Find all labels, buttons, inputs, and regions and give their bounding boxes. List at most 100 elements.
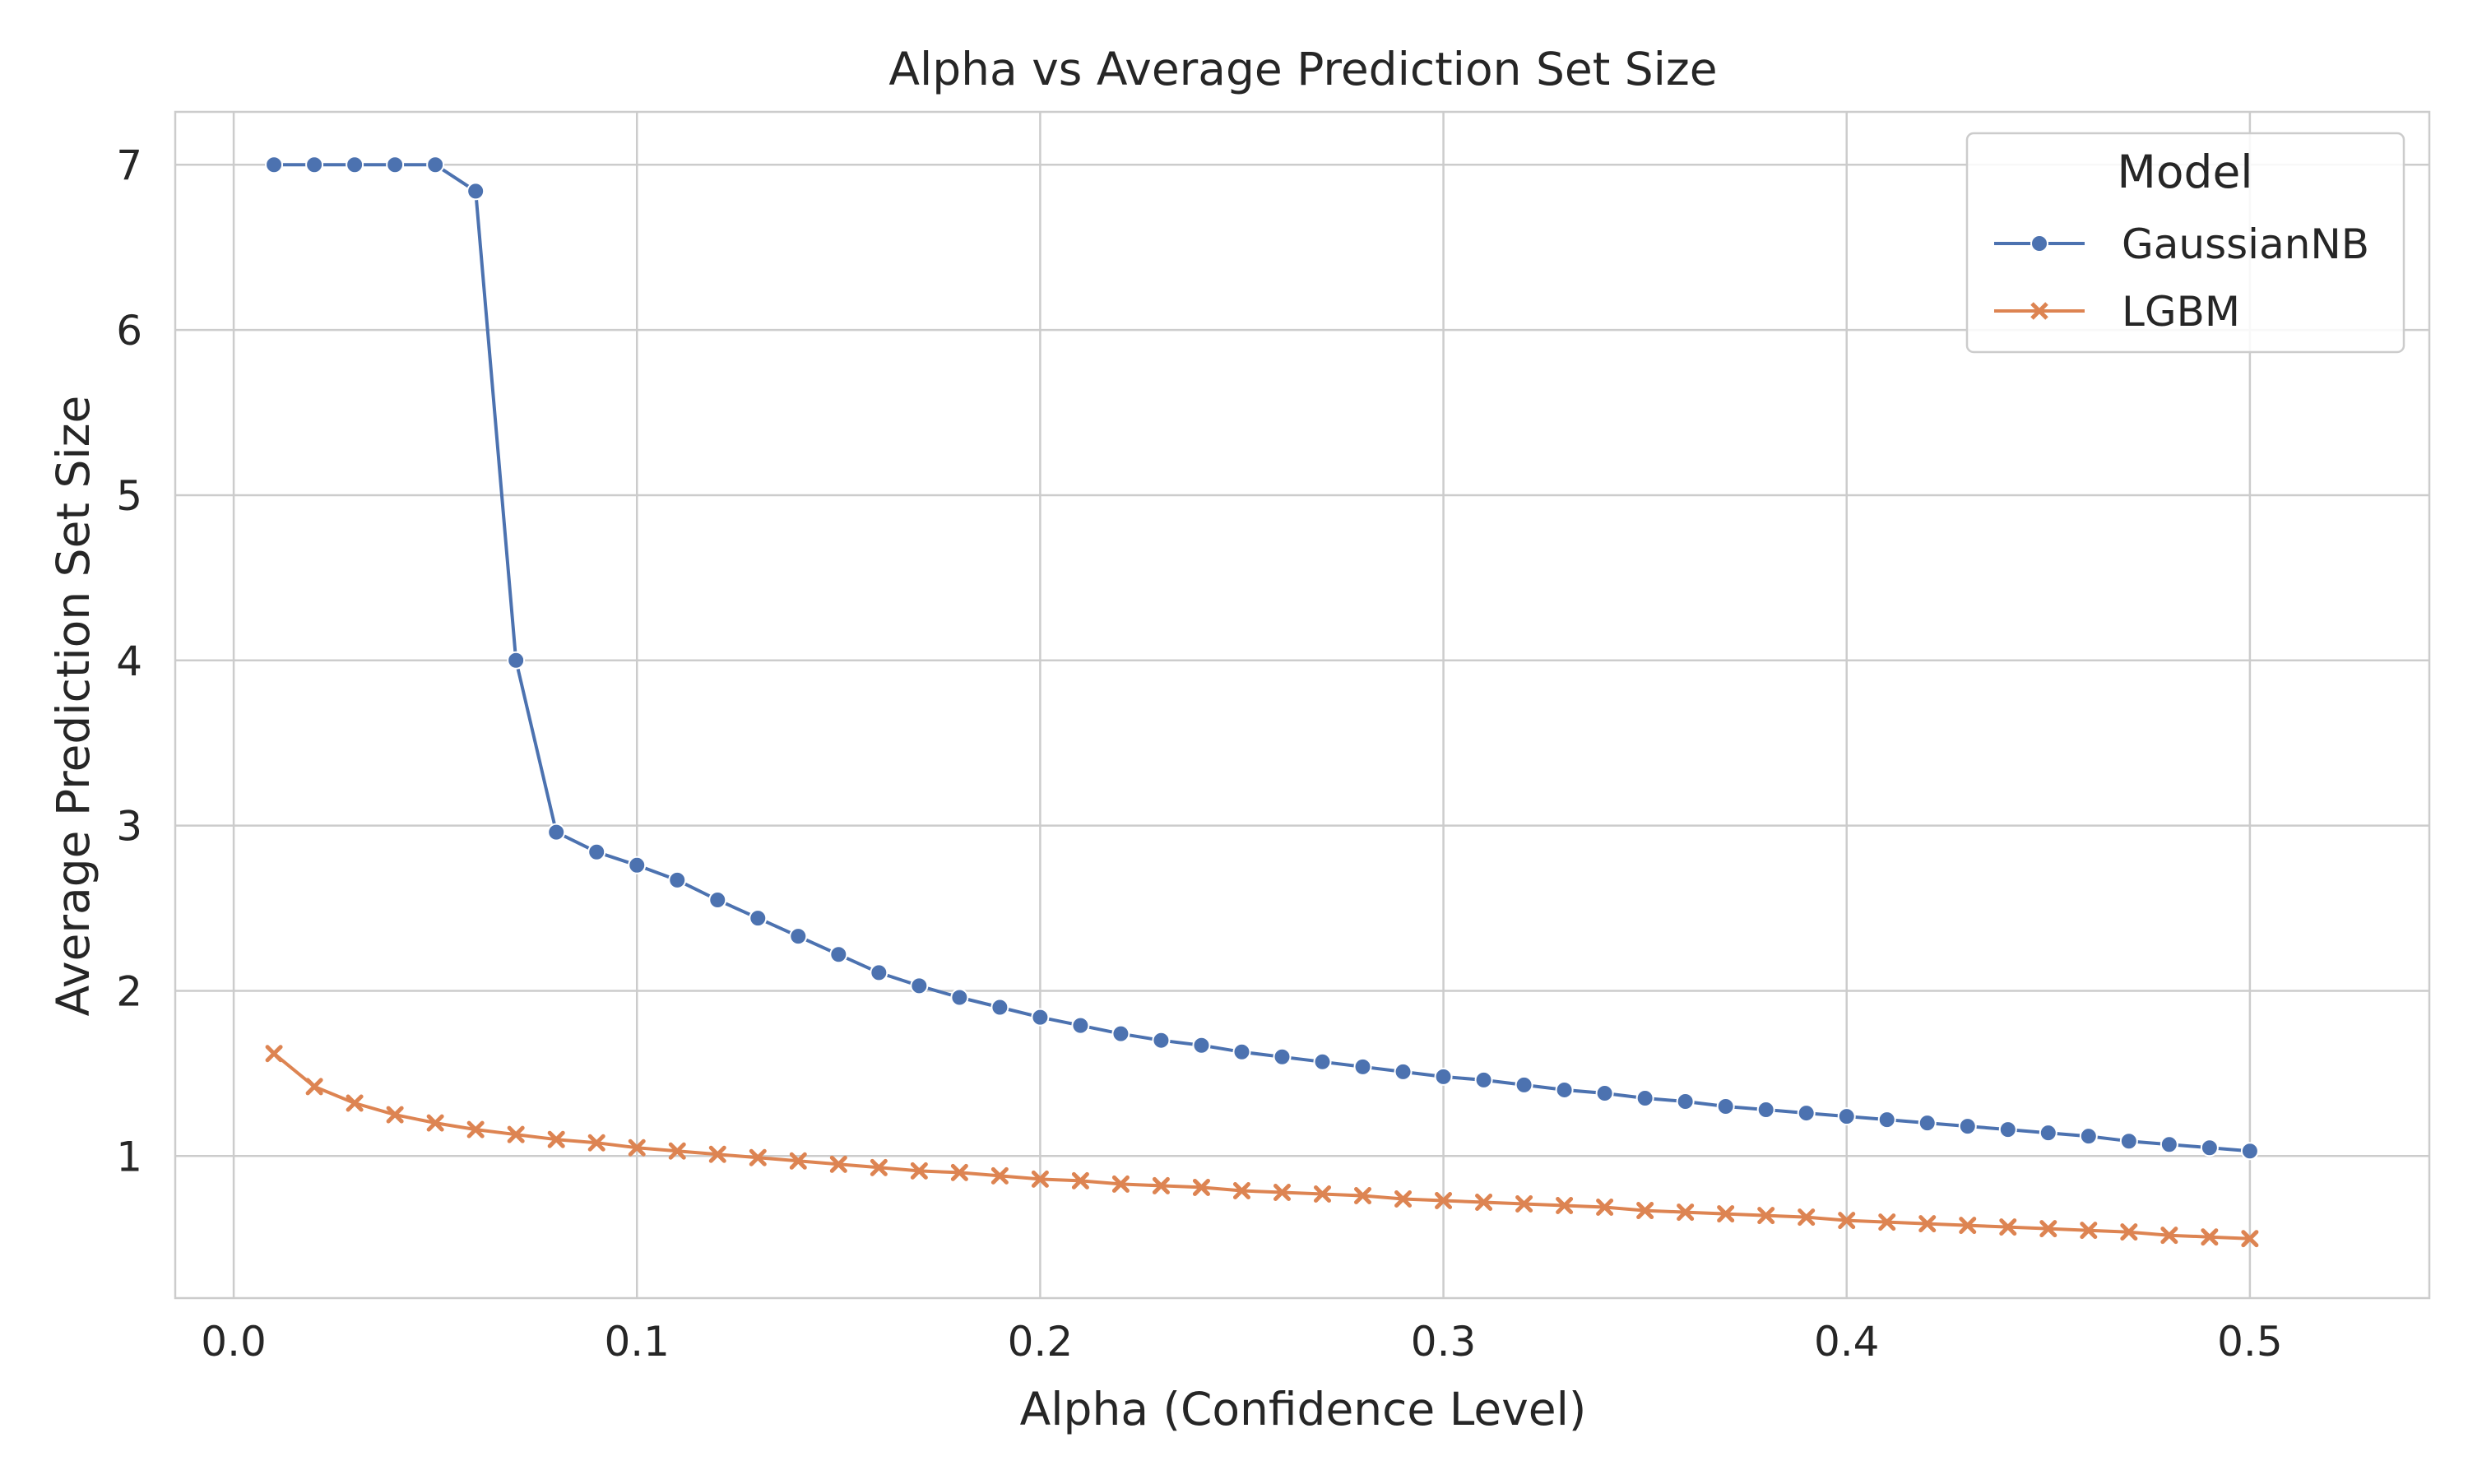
point-gaussiannb bbox=[265, 155, 284, 174]
point-lgbm bbox=[1596, 1199, 1614, 1217]
point-lgbm bbox=[1918, 1215, 1937, 1233]
point-gaussiannb bbox=[386, 155, 405, 174]
point-lgbm bbox=[1717, 1205, 1735, 1223]
point-lgbm bbox=[1556, 1197, 1574, 1215]
point-lgbm bbox=[1354, 1186, 1372, 1204]
point-gaussiannb bbox=[1877, 1111, 1896, 1129]
point-lgbm bbox=[708, 1145, 726, 1163]
point-gaussiannb bbox=[1111, 1024, 1130, 1043]
point-lgbm bbox=[910, 1162, 928, 1180]
legend-title: Model bbox=[2117, 146, 2252, 198]
point-lgbm bbox=[990, 1166, 1009, 1185]
point-gaussiannb bbox=[2039, 1124, 2057, 1143]
point-gaussiannb bbox=[1756, 1101, 1775, 1120]
point-lgbm bbox=[1798, 1208, 1816, 1227]
point-lgbm bbox=[1273, 1183, 1291, 1201]
point-lgbm bbox=[1394, 1190, 1413, 1208]
point-gaussiannb bbox=[1837, 1107, 1856, 1126]
point-gaussiannb bbox=[1998, 1120, 2017, 1139]
point-lgbm bbox=[749, 1148, 767, 1166]
point-lgbm bbox=[1111, 1175, 1130, 1193]
legend-item-gaussiannb: GaussianNB bbox=[1994, 220, 2369, 268]
point-gaussiannb bbox=[1152, 1031, 1171, 1050]
point-lgbm bbox=[628, 1139, 646, 1157]
point-gaussiannb bbox=[910, 976, 929, 995]
point-lgbm bbox=[2160, 1227, 2178, 1245]
point-lgbm bbox=[1878, 1213, 1896, 1231]
y-tick-label: 3 bbox=[116, 803, 142, 851]
legend-marker-lgbm bbox=[2030, 302, 2048, 320]
point-gaussiannb bbox=[1958, 1117, 1977, 1136]
legend-item-lgbm: LGBM bbox=[1994, 288, 2240, 336]
point-gaussiannb bbox=[1716, 1097, 1735, 1116]
point-lgbm bbox=[789, 1152, 807, 1170]
point-gaussiannb bbox=[1555, 1080, 1574, 1099]
point-gaussiannb bbox=[990, 998, 1009, 1017]
point-lgbm bbox=[1999, 1218, 2017, 1236]
point-gaussiannb bbox=[2240, 1142, 2259, 1161]
point-gaussiannb bbox=[1635, 1088, 1654, 1107]
point-lgbm bbox=[2120, 1223, 2138, 1241]
point-gaussiannb bbox=[749, 909, 768, 928]
point-lgbm bbox=[1031, 1170, 1049, 1188]
point-lgbm bbox=[1475, 1194, 1493, 1212]
point-gaussiannb bbox=[2160, 1135, 2178, 1154]
legend-label-lgbm: LGBM bbox=[2122, 288, 2240, 336]
point-lgbm bbox=[870, 1158, 888, 1176]
point-lgbm bbox=[265, 1045, 283, 1063]
point-gaussiannb bbox=[1434, 1067, 1453, 1086]
series-layer bbox=[265, 155, 2259, 1248]
point-lgbm bbox=[466, 1120, 485, 1139]
point-lgbm bbox=[1071, 1171, 1089, 1190]
point-gaussiannb bbox=[668, 870, 687, 889]
point-gaussiannb bbox=[1031, 1008, 1050, 1027]
y-tick-label: 4 bbox=[116, 638, 142, 685]
point-gaussiannb bbox=[1474, 1070, 1493, 1089]
point-lgbm bbox=[1838, 1212, 1856, 1230]
point-lgbm bbox=[1314, 1185, 1332, 1203]
point-lgbm bbox=[1636, 1202, 1654, 1220]
point-lgbm bbox=[1232, 1181, 1250, 1199]
point-gaussiannb bbox=[628, 856, 647, 874]
x-tick-label: 0.4 bbox=[1814, 1318, 1880, 1366]
point-gaussiannb bbox=[1676, 1092, 1695, 1111]
point-lgbm bbox=[2241, 1230, 2259, 1248]
x-tick-label: 0.3 bbox=[1411, 1318, 1477, 1366]
series-line-lgbm bbox=[272, 1051, 2252, 1241]
legend: Model GaussianNB LGBM bbox=[1965, 132, 2405, 354]
point-gaussiannb bbox=[2119, 1132, 2138, 1151]
point-gaussiannb bbox=[1232, 1042, 1251, 1061]
tick-layer: 0.0 0.1 0.2 0.3 0.4 0.5 1 2 3 4 5 6 7 bbox=[116, 141, 2282, 1366]
point-gaussiannb bbox=[789, 927, 808, 946]
point-gaussiannb bbox=[1918, 1114, 1937, 1133]
point-lgbm bbox=[1435, 1192, 1453, 1210]
point-gaussiannb bbox=[507, 651, 526, 670]
point-lgbm bbox=[829, 1155, 847, 1173]
point-gaussiannb bbox=[1353, 1057, 1372, 1076]
y-tick-label: 2 bbox=[116, 967, 142, 1015]
point-gaussiannb bbox=[1595, 1083, 1614, 1102]
point-lgbm bbox=[1192, 1178, 1210, 1196]
x-tick-label: 0.1 bbox=[604, 1318, 670, 1366]
y-tick-label: 6 bbox=[116, 307, 142, 355]
point-gaussiannb bbox=[2079, 1127, 2098, 1146]
legend-marker-gaussiannb bbox=[2030, 234, 2048, 253]
point-gaussiannb bbox=[1192, 1036, 1211, 1055]
point-lgbm bbox=[587, 1134, 605, 1152]
point-gaussiannb bbox=[1273, 1047, 1292, 1066]
point-lgbm bbox=[426, 1114, 444, 1132]
point-gaussiannb bbox=[829, 945, 848, 964]
chart-title: Alpha vs Average Prediction Set Size bbox=[888, 43, 1717, 95]
point-gaussiannb bbox=[426, 155, 445, 174]
point-gaussiannb bbox=[1071, 1016, 1090, 1035]
point-lgbm bbox=[507, 1125, 525, 1143]
point-lgbm bbox=[1757, 1207, 1775, 1225]
point-gaussiannb bbox=[346, 155, 364, 174]
point-lgbm bbox=[2201, 1228, 2219, 1246]
point-gaussiannb bbox=[708, 890, 727, 909]
x-tick-label: 0.2 bbox=[1008, 1318, 1074, 1366]
x-axis-label: Alpha (Confidence Level) bbox=[1020, 1383, 1587, 1435]
point-gaussiannb bbox=[2200, 1139, 2219, 1157]
